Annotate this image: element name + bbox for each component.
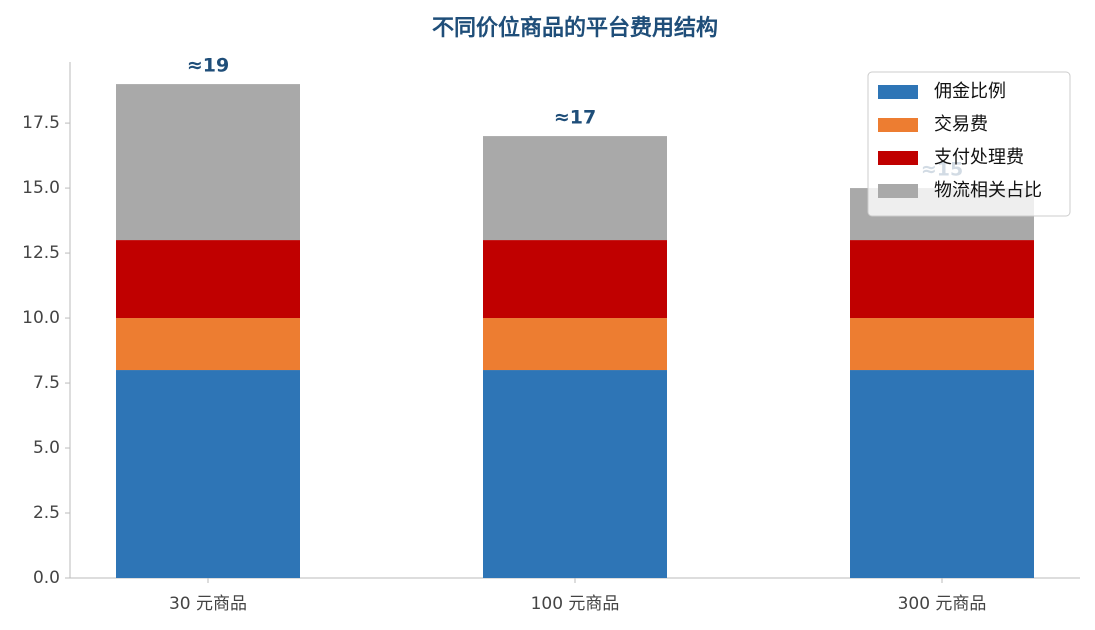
chart-title: 不同价位商品的平台费用结构 xyxy=(432,15,718,41)
bar-segment xyxy=(116,240,300,319)
legend-swatch xyxy=(878,85,918,99)
x-tick-label: 300 元商品 xyxy=(898,594,987,614)
bar-segment xyxy=(850,370,1034,578)
legend-box xyxy=(867,71,1071,217)
total-label: ≈19 xyxy=(187,55,229,77)
bar-segment xyxy=(850,318,1034,371)
legend-label: 佣金比例 xyxy=(934,81,1006,102)
bar-segment xyxy=(483,318,667,371)
legend-label: 支付处理费 xyxy=(934,147,1024,168)
bar-segment xyxy=(483,370,667,578)
legend-swatch xyxy=(878,184,918,198)
bar-segment xyxy=(850,240,1034,319)
bar-segment xyxy=(483,240,667,319)
y-tick-label: 7.5 xyxy=(33,373,60,393)
y-tick-label: 5.0 xyxy=(33,438,60,458)
y-tick-label: 12.5 xyxy=(22,243,60,263)
x-tick-label: 30 元商品 xyxy=(169,594,247,614)
legend-label: 物流相关占比 xyxy=(934,180,1042,201)
bar-segment xyxy=(116,318,300,371)
y-tick-label: 10.0 xyxy=(22,308,60,328)
x-tick-label: 100 元商品 xyxy=(531,594,620,614)
legend-swatch xyxy=(878,118,918,132)
y-tick-label: 17.5 xyxy=(22,113,60,133)
y-tick-label: 2.5 xyxy=(33,503,60,523)
y-tick-label: 15.0 xyxy=(22,178,60,198)
bar-segment xyxy=(116,84,300,241)
bar-segment xyxy=(483,136,667,241)
legend-swatch xyxy=(878,151,918,165)
total-label: ≈17 xyxy=(554,107,596,129)
bar-segment xyxy=(116,370,300,578)
y-tick-label: 0.0 xyxy=(33,568,60,588)
legend-label: 交易费 xyxy=(934,114,988,135)
